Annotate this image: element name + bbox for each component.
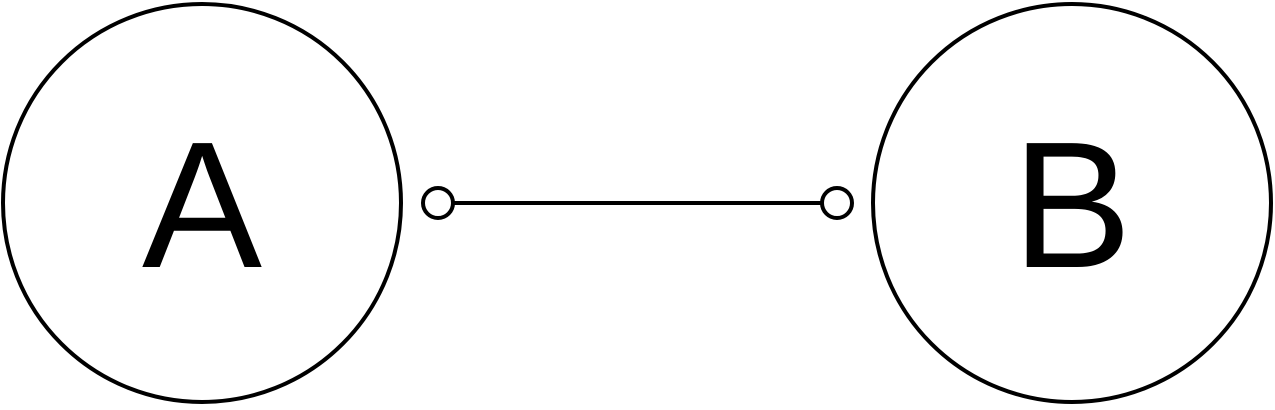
node-b: B <box>871 2 1273 404</box>
edge-a-b <box>421 186 854 220</box>
node-b-circle <box>871 2 1273 404</box>
node-b-label: B <box>1012 105 1132 306</box>
edge-a-b-endpoint-start <box>421 186 455 220</box>
node-a-circle <box>1 2 403 404</box>
node-a: A <box>1 2 403 404</box>
edge-a-b-endpoint-end <box>820 186 854 220</box>
node-a-label: A <box>142 105 262 306</box>
